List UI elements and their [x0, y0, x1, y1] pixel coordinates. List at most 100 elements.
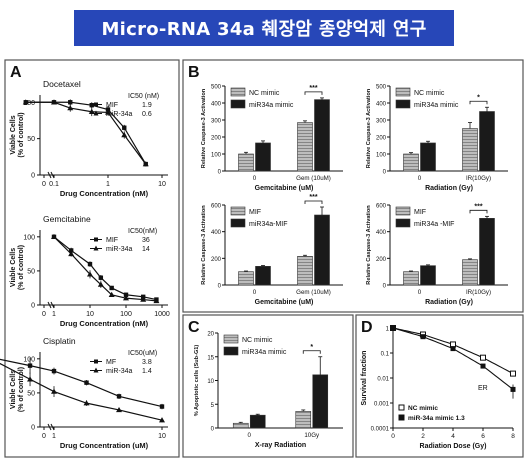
x-tick-label: 10Gy — [304, 432, 320, 439]
y-tick-label: 5 — [211, 403, 215, 409]
bar-miR34a mimic — [312, 374, 329, 429]
legend-label: miR34a mimic — [242, 349, 287, 356]
panel-B-letter: B — [188, 64, 200, 81]
bar-MIF — [462, 259, 478, 286]
data-point — [98, 275, 104, 280]
legend-label: miR-34a — [106, 111, 133, 118]
y-axis-label-2: (% of control) — [18, 367, 25, 412]
x-tick-label: 0 — [42, 181, 46, 188]
y-tick-label: 0 — [211, 427, 215, 433]
axis-break — [50, 423, 55, 431]
bar-MIF — [297, 256, 313, 286]
legend-swatch — [230, 87, 246, 97]
y-axis-label-2: (% of control) — [18, 112, 25, 157]
y-tick-label: 200 — [376, 257, 387, 263]
x-axis-label: Radiation (Gy) — [425, 185, 473, 192]
bar-miR34a mimic — [249, 414, 266, 429]
x-axis-label: Radiation Dose (Gy) — [420, 443, 487, 450]
legend-label: miR34a mimic — [249, 102, 294, 109]
sig-bracket — [469, 209, 488, 214]
legend-swatch — [395, 99, 411, 109]
data-point — [116, 394, 122, 399]
x-tick-label: 6 — [481, 433, 485, 440]
axis-break — [47, 171, 52, 179]
legend-swatch — [395, 206, 411, 216]
bar-NC mimic — [297, 122, 313, 172]
y-tick-label: 200 — [376, 136, 387, 142]
chart-B3: 0 200 400 600 0 Gem (10uM) *** Gemcitabine (uM)… — [201, 194, 343, 306]
data-point — [83, 400, 90, 406]
x-tick-label: 1 — [106, 181, 110, 188]
panel-A-letter: A — [10, 64, 22, 81]
x-tick-label: 1 — [52, 433, 56, 440]
legend-title: IC50(uM) — [128, 350, 157, 357]
y-tick-label: 1 — [386, 327, 390, 333]
series-line-MIF — [53, 236, 157, 301]
data-point — [390, 325, 396, 331]
x-tick-label: 0 — [391, 433, 395, 440]
data-point — [109, 285, 114, 291]
sig-label: *** — [309, 85, 317, 92]
x-axis-label: Gemcitabine (uM) — [255, 185, 314, 192]
legend-label: MF — [106, 359, 116, 366]
bar-MIF — [238, 271, 254, 286]
legend-swatch — [230, 99, 246, 109]
x-tick-label: IR(10Gy) — [466, 175, 491, 182]
x-tick-label: 0 — [253, 289, 257, 296]
y-axis-label: Viable Cells — [10, 370, 17, 409]
x-tick-label: 0 — [253, 175, 257, 182]
legend-swatch — [223, 346, 239, 356]
y-tick-label: 0 — [383, 284, 387, 290]
data-point — [68, 250, 75, 257]
x-tick-label: 0 — [418, 175, 422, 182]
panel-C-letter: C — [188, 319, 200, 336]
legend-label: MIF — [106, 237, 118, 244]
x-axis-label: Drug Concentration (nM) — [60, 189, 149, 198]
y-tick-label: 200 — [211, 136, 222, 142]
x-tick-label: 8 — [511, 433, 515, 440]
data-point — [122, 125, 127, 130]
sig-label: * — [477, 94, 480, 101]
y-tick-label: 10 — [207, 379, 214, 385]
x-tick-label: 0 — [418, 289, 422, 296]
data-point — [510, 370, 516, 377]
sig-bracket — [304, 200, 323, 204]
data-point — [159, 404, 165, 409]
y-tick-label: 100 — [23, 100, 35, 107]
legend-label: NC mimic — [414, 90, 445, 97]
y-tick-label: 100 — [23, 234, 35, 241]
legend-marker — [94, 102, 98, 107]
legend-ic50: 0.6 — [142, 111, 152, 118]
data-point — [51, 368, 57, 374]
panel-A-frame — [4, 59, 180, 458]
bar-miR34a-MIF — [314, 214, 330, 286]
x-axis-label: Radiation (Gy) — [425, 299, 473, 306]
data-point — [0, 363, 1, 365]
data-point — [87, 271, 93, 277]
y-tick-label: 400 — [211, 230, 222, 236]
y-tick-label: 15 — [207, 355, 214, 361]
data-point — [140, 296, 147, 302]
chart-B1: 0 100 200 300 400 500 0 Gem (10uM) *** Gemcitabin… — [201, 85, 343, 192]
y-axis-label: Viable Cells — [10, 115, 17, 154]
axis-break — [50, 171, 55, 179]
legend-swatch — [230, 218, 246, 228]
legend-label: MIF — [106, 102, 118, 109]
data-point — [121, 132, 128, 138]
y-tick-label: 500 — [211, 85, 222, 91]
bar-miR34a -MIF — [479, 218, 495, 286]
y-tick-label: 200 — [211, 257, 222, 263]
x-tick-label: 0 — [42, 311, 46, 318]
y-tick-label: 0.0001 — [371, 427, 390, 433]
y-tick-label: 0 — [31, 303, 35, 310]
data-point — [89, 102, 94, 108]
y-tick-label: 50 — [27, 390, 35, 397]
series-line-miR-34a — [0, 362, 163, 421]
x-tick-label: IR(10Gy) — [466, 289, 491, 296]
x-tick-label: 10 — [86, 311, 94, 318]
x-axis-label: Drug Concentration (uM) — [60, 441, 149, 450]
chart-D: 0.0001 0.001 0.01 0.1 1 0 2 4 6 8 Radiation Dose (… — [361, 325, 516, 450]
x-axis-label: Gemcitabine (uM) — [255, 299, 314, 306]
chart-C: 0 5 10 15 20 0 10Gy * X-ray Radiation % Apoptotic… — [194, 332, 343, 449]
